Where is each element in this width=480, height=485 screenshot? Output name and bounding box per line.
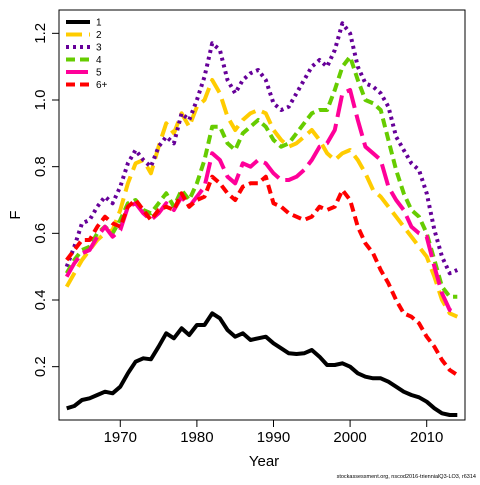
x-tick-label: 1980: [180, 429, 213, 446]
legend-label: 6+: [96, 80, 108, 91]
x-axis-label: Year: [249, 453, 279, 470]
series-layer: [64, 21, 459, 417]
series-line-5: [64, 88, 459, 316]
y-tick-label: 0.8: [32, 156, 49, 177]
x-tick-label: 1990: [257, 429, 290, 446]
legend-label: 1: [96, 18, 102, 29]
x-tick-label: 2000: [333, 429, 366, 446]
series-line-6: [65, 174, 459, 377]
y-tick-label: 1.2: [32, 23, 49, 44]
x-tick-label: 2010: [410, 429, 443, 446]
y-tick-label: 1.0: [32, 90, 49, 111]
legend: 12 34 56+: [66, 18, 108, 91]
y-tick-label: 0.2: [32, 356, 49, 377]
caption-text: stockassessment.org, nscod2016-triennial…: [337, 474, 476, 480]
legend-label: 2: [96, 30, 102, 41]
x-tick-label: 1970: [104, 429, 137, 446]
y-tick-label: 0.6: [32, 223, 49, 244]
legend-label: 4: [96, 55, 102, 66]
legend-label: 5: [96, 68, 102, 79]
y-tick-label: 0.4: [32, 290, 49, 311]
plot-frame: [58, 9, 466, 421]
legend-label: 3: [96, 43, 102, 54]
series-line-2: [64, 78, 459, 319]
series-line-3: [64, 21, 459, 276]
y-axis-label: F: [7, 210, 24, 219]
axes: 1970 1980 1990 2000 2010 0.2 0.4 0.6 0.8 1.0 1.2: [32, 23, 443, 446]
series-line-1: [66, 311, 458, 417]
